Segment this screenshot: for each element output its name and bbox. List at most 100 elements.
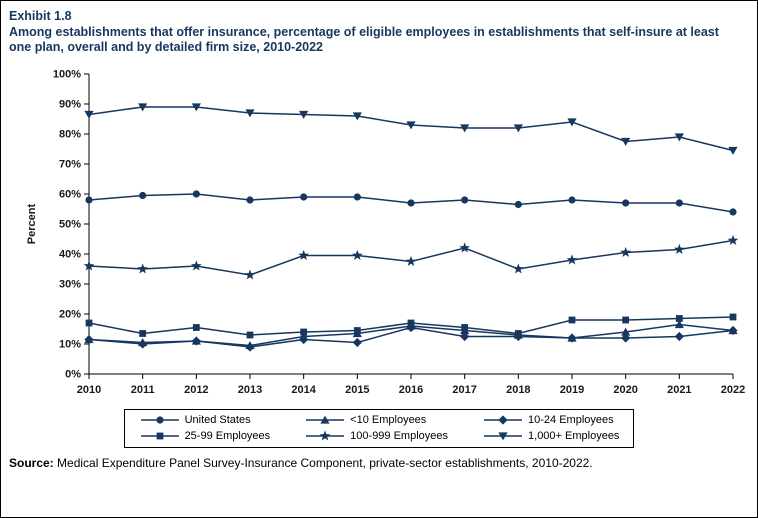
chart-header: Exhibit 1.8 Among establishments that of… [1, 1, 757, 58]
axis-tick-label: 2020 [613, 384, 637, 396]
star-marker-icon [620, 246, 631, 257]
diamond-marker-icon [567, 333, 577, 343]
legend-item: 10-24 Employees [482, 413, 619, 427]
axis-tick-label: 2011 [131, 384, 155, 396]
axis-tick-label: 2018 [506, 384, 530, 396]
legend-marker-swatch [306, 415, 345, 424]
axis-tick-label: 50% [59, 218, 81, 230]
star-marker-icon [405, 255, 417, 266]
star-marker-icon [459, 242, 470, 253]
circle-marker-icon [514, 200, 522, 208]
star-marker-icon [319, 430, 331, 441]
triangle-down-marker-icon [406, 121, 416, 130]
diamond-marker-icon [498, 415, 508, 425]
axis-tick-label: 100% [53, 68, 81, 80]
chart-title: Among establishments that offer insuranc… [9, 24, 719, 55]
star-marker-icon [137, 263, 148, 274]
star-marker-icon [83, 260, 95, 271]
chart-area: 0% 10% 20% 30% 40% 50% 60% 70% 80% 90% 100% 2010 201… [1, 60, 757, 403]
star-marker-icon [513, 263, 524, 274]
star-marker-icon [566, 254, 578, 265]
diamond-marker-icon [245, 342, 255, 352]
triangle-up-marker-icon [621, 327, 631, 336]
triangle-down-marker-icon [621, 137, 631, 146]
legend-label: United States [184, 413, 251, 426]
square-marker-icon [192, 323, 200, 331]
legend-item: United States [139, 413, 271, 427]
circle-marker-icon [353, 193, 361, 201]
star-marker-icon [298, 249, 309, 260]
circle-marker-icon [85, 196, 93, 204]
axis-tick-label: 30% [59, 278, 81, 290]
circle-marker-icon [407, 199, 415, 207]
legend-marker-swatch [140, 432, 179, 440]
chart-legend: United States <10 Employees 10-24 Employee… [123, 408, 635, 448]
circle-marker-icon [622, 199, 630, 207]
square-marker-icon [568, 316, 576, 324]
triangle-down-marker-icon [245, 109, 255, 118]
legend-label: <10 Employees [350, 413, 427, 426]
circle-marker-icon [300, 193, 308, 201]
triangle-down-marker-icon [513, 124, 523, 133]
star-marker-icon [727, 234, 739, 245]
square-marker-icon [246, 331, 254, 339]
triangle-down-marker-icon [138, 103, 148, 112]
axis-tick-label: 2015 [345, 384, 369, 396]
legend-item: 1,000+ Employees [482, 429, 619, 443]
circle-marker-icon [461, 196, 469, 204]
source-text: Medical Expenditure Panel Survey-Insuran… [53, 455, 593, 470]
axis-tick-label: 2010 [77, 384, 101, 396]
diamond-marker-icon [191, 336, 201, 346]
triangle-down-marker-icon [674, 133, 684, 142]
circle-marker-icon [729, 208, 737, 216]
axis-tick-label: 2016 [399, 384, 423, 396]
square-marker-icon [729, 313, 737, 321]
axis-tick-label: 90% [59, 98, 81, 110]
triangle-down-marker-icon [299, 110, 309, 119]
axis-tick-label: 2019 [560, 384, 584, 396]
diamond-marker-icon [352, 337, 362, 347]
diamond-marker-icon [460, 331, 470, 341]
star-marker-icon [244, 269, 256, 280]
diamond-marker-icon [728, 325, 738, 335]
source-label: Source: [9, 455, 54, 470]
square-marker-icon [85, 319, 93, 327]
circle-marker-icon [246, 196, 254, 204]
legend-label: 100-999 Employees [350, 429, 449, 442]
legend-item: 100-999 Employees [304, 429, 448, 443]
axis-tick-label: 2014 [291, 384, 316, 396]
diamond-marker-icon [84, 334, 94, 344]
circle-marker-icon [139, 191, 147, 199]
star-marker-icon [674, 243, 685, 254]
square-marker-icon [353, 326, 361, 334]
legend-marker-swatch [484, 415, 523, 425]
legend-marker-swatch [484, 432, 523, 441]
exhibit-number: Exhibit 1.8 [9, 9, 72, 23]
diamond-marker-icon [138, 339, 148, 349]
square-marker-icon [300, 328, 308, 336]
square-marker-icon [156, 432, 163, 440]
triangle-down-marker-icon [567, 118, 577, 127]
line-chart: 0% 10% 20% 30% 40% 50% 60% 70% 80% 90% 100% 2010 201… [26, 68, 745, 396]
axis-tick-label: 2021 [667, 384, 691, 396]
axis-tick-label: 2017 [452, 384, 476, 396]
axis-tick-label: 80% [59, 128, 81, 140]
star-marker-icon [352, 249, 363, 260]
square-marker-icon [675, 314, 683, 322]
square-marker-icon [514, 329, 522, 337]
axis-tick-label: 20% [59, 308, 81, 320]
triangle-down-marker-icon [460, 124, 470, 133]
star-marker-icon [191, 260, 202, 271]
triangle-up-marker-icon [320, 415, 330, 424]
square-marker-icon [139, 329, 147, 337]
diamond-marker-icon [674, 331, 684, 341]
legend-item: 25-99 Employees [139, 429, 270, 443]
axis-tick-label: 40% [59, 248, 81, 260]
square-marker-icon [461, 323, 469, 331]
axis-tick-label: 10% [59, 338, 81, 350]
source-note: Source: Medical Expenditure Panel Survey… [1, 448, 757, 470]
legend-marker-swatch [306, 430, 345, 441]
triangle-down-marker-icon [191, 103, 201, 112]
circle-marker-icon [155, 416, 164, 424]
